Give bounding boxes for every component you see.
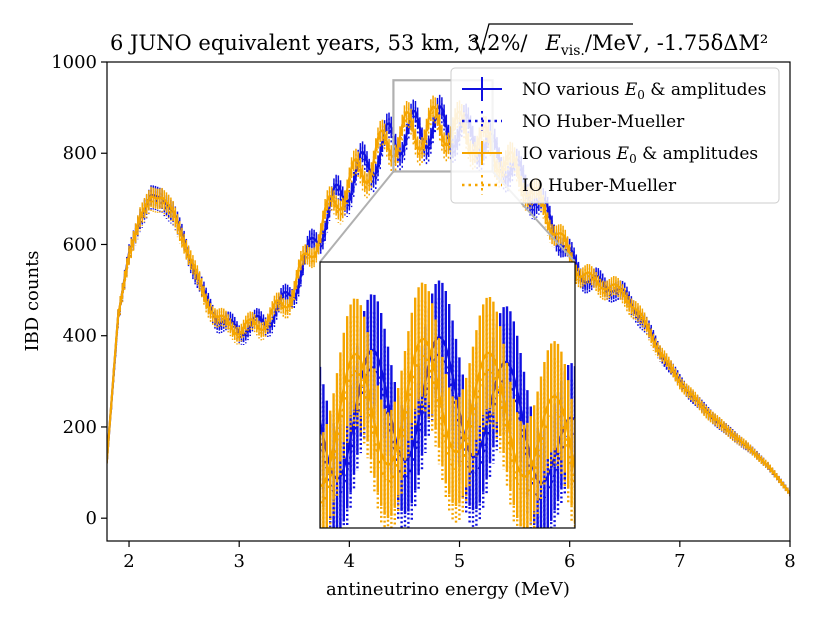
y-tick-label: 200 — [63, 417, 97, 438]
y-tick-label: 600 — [63, 234, 97, 255]
x-axis-label: antineutrino energy (MeV) — [326, 579, 570, 600]
x-tick-label: 5 — [454, 551, 465, 572]
series-3 — [320, 300, 575, 528]
y-tick-label: 400 — [63, 326, 97, 347]
y-tick-label: 800 — [63, 143, 97, 164]
x-tick-label: 7 — [674, 551, 685, 572]
svg-text:6 JUNO equivalent years, 53 km: 6 JUNO equivalent years, 53 km, 3.2%/ Evi… — [110, 31, 768, 59]
legend-rest-io-various: & amplitudes — [637, 144, 758, 164]
y-tick-label: 1000 — [51, 52, 97, 73]
legend-box — [450, 67, 780, 204]
inset-plot-area — [320, 280, 575, 528]
x-tick-label: 4 — [344, 551, 355, 572]
svg-text:NO various E0 & amplitudes: NO various E0 & amplitudes — [522, 80, 766, 102]
legend-entry-io-various: IO various E0 & amplitudes — [462, 141, 758, 166]
legend-entry-io-hm: IO Huber-Mueller — [462, 175, 677, 196]
y-axis-label: IBD counts — [22, 250, 43, 351]
legend-label-no-hm: NO Huber-Mueller — [522, 112, 685, 132]
title-prefix: 6 JUNO equivalent years, 53 km, 3.2%/ — [110, 31, 528, 55]
x-tick-label: 6 — [564, 551, 575, 572]
zoom-connector-left — [319, 170, 395, 263]
legend-sub-io-various: 0 — [629, 152, 637, 166]
series-line — [320, 354, 575, 505]
legend: NO various E0 & amplitudes NO Huber-Muel… — [450, 67, 780, 204]
series-line — [320, 337, 575, 488]
title-sqrt-rest: /MeV — [585, 31, 642, 55]
legend-label-no-various: NO various — [522, 80, 625, 100]
title-sqrt-sub: vis. — [560, 43, 585, 59]
sqrt-symbol — [469, 23, 633, 56]
svg-text:IO various E0 & amplitudes: IO various E0 & amplitudes — [522, 144, 758, 166]
legend-rest-no-various: & amplitudes — [645, 80, 766, 100]
inset-frame — [319, 261, 576, 529]
series-line — [320, 352, 575, 502]
ticks: 2 3 4 5 6 7 8 0 200 400 600 800 1000 — [51, 52, 796, 572]
legend-entry-no-hm: NO Huber-Mueller — [462, 111, 685, 132]
legend-var-io-various: E — [616, 144, 630, 164]
legend-label-io-hm: IO Huber-Mueller — [522, 176, 677, 196]
title-sqrt-var: E — [545, 31, 561, 55]
title-suffix: , -1.75δΔM² — [643, 31, 768, 55]
y-tick-label: 0 — [86, 508, 97, 529]
x-tick-label: 2 — [123, 551, 134, 572]
legend-var-no-various: E — [624, 80, 638, 100]
legend-label-io-various: IO various — [522, 144, 617, 164]
x-tick-label: 3 — [233, 551, 244, 572]
axes-frame — [106, 61, 791, 542]
legend-sub-no-various: 0 — [637, 88, 645, 102]
legend-entry-no-various: NO various E0 & amplitudes — [462, 77, 766, 102]
chart-title: 6 JUNO equivalent years, 53 km, 3.2%/ Evi… — [110, 23, 768, 59]
x-tick-label: 8 — [784, 551, 795, 572]
